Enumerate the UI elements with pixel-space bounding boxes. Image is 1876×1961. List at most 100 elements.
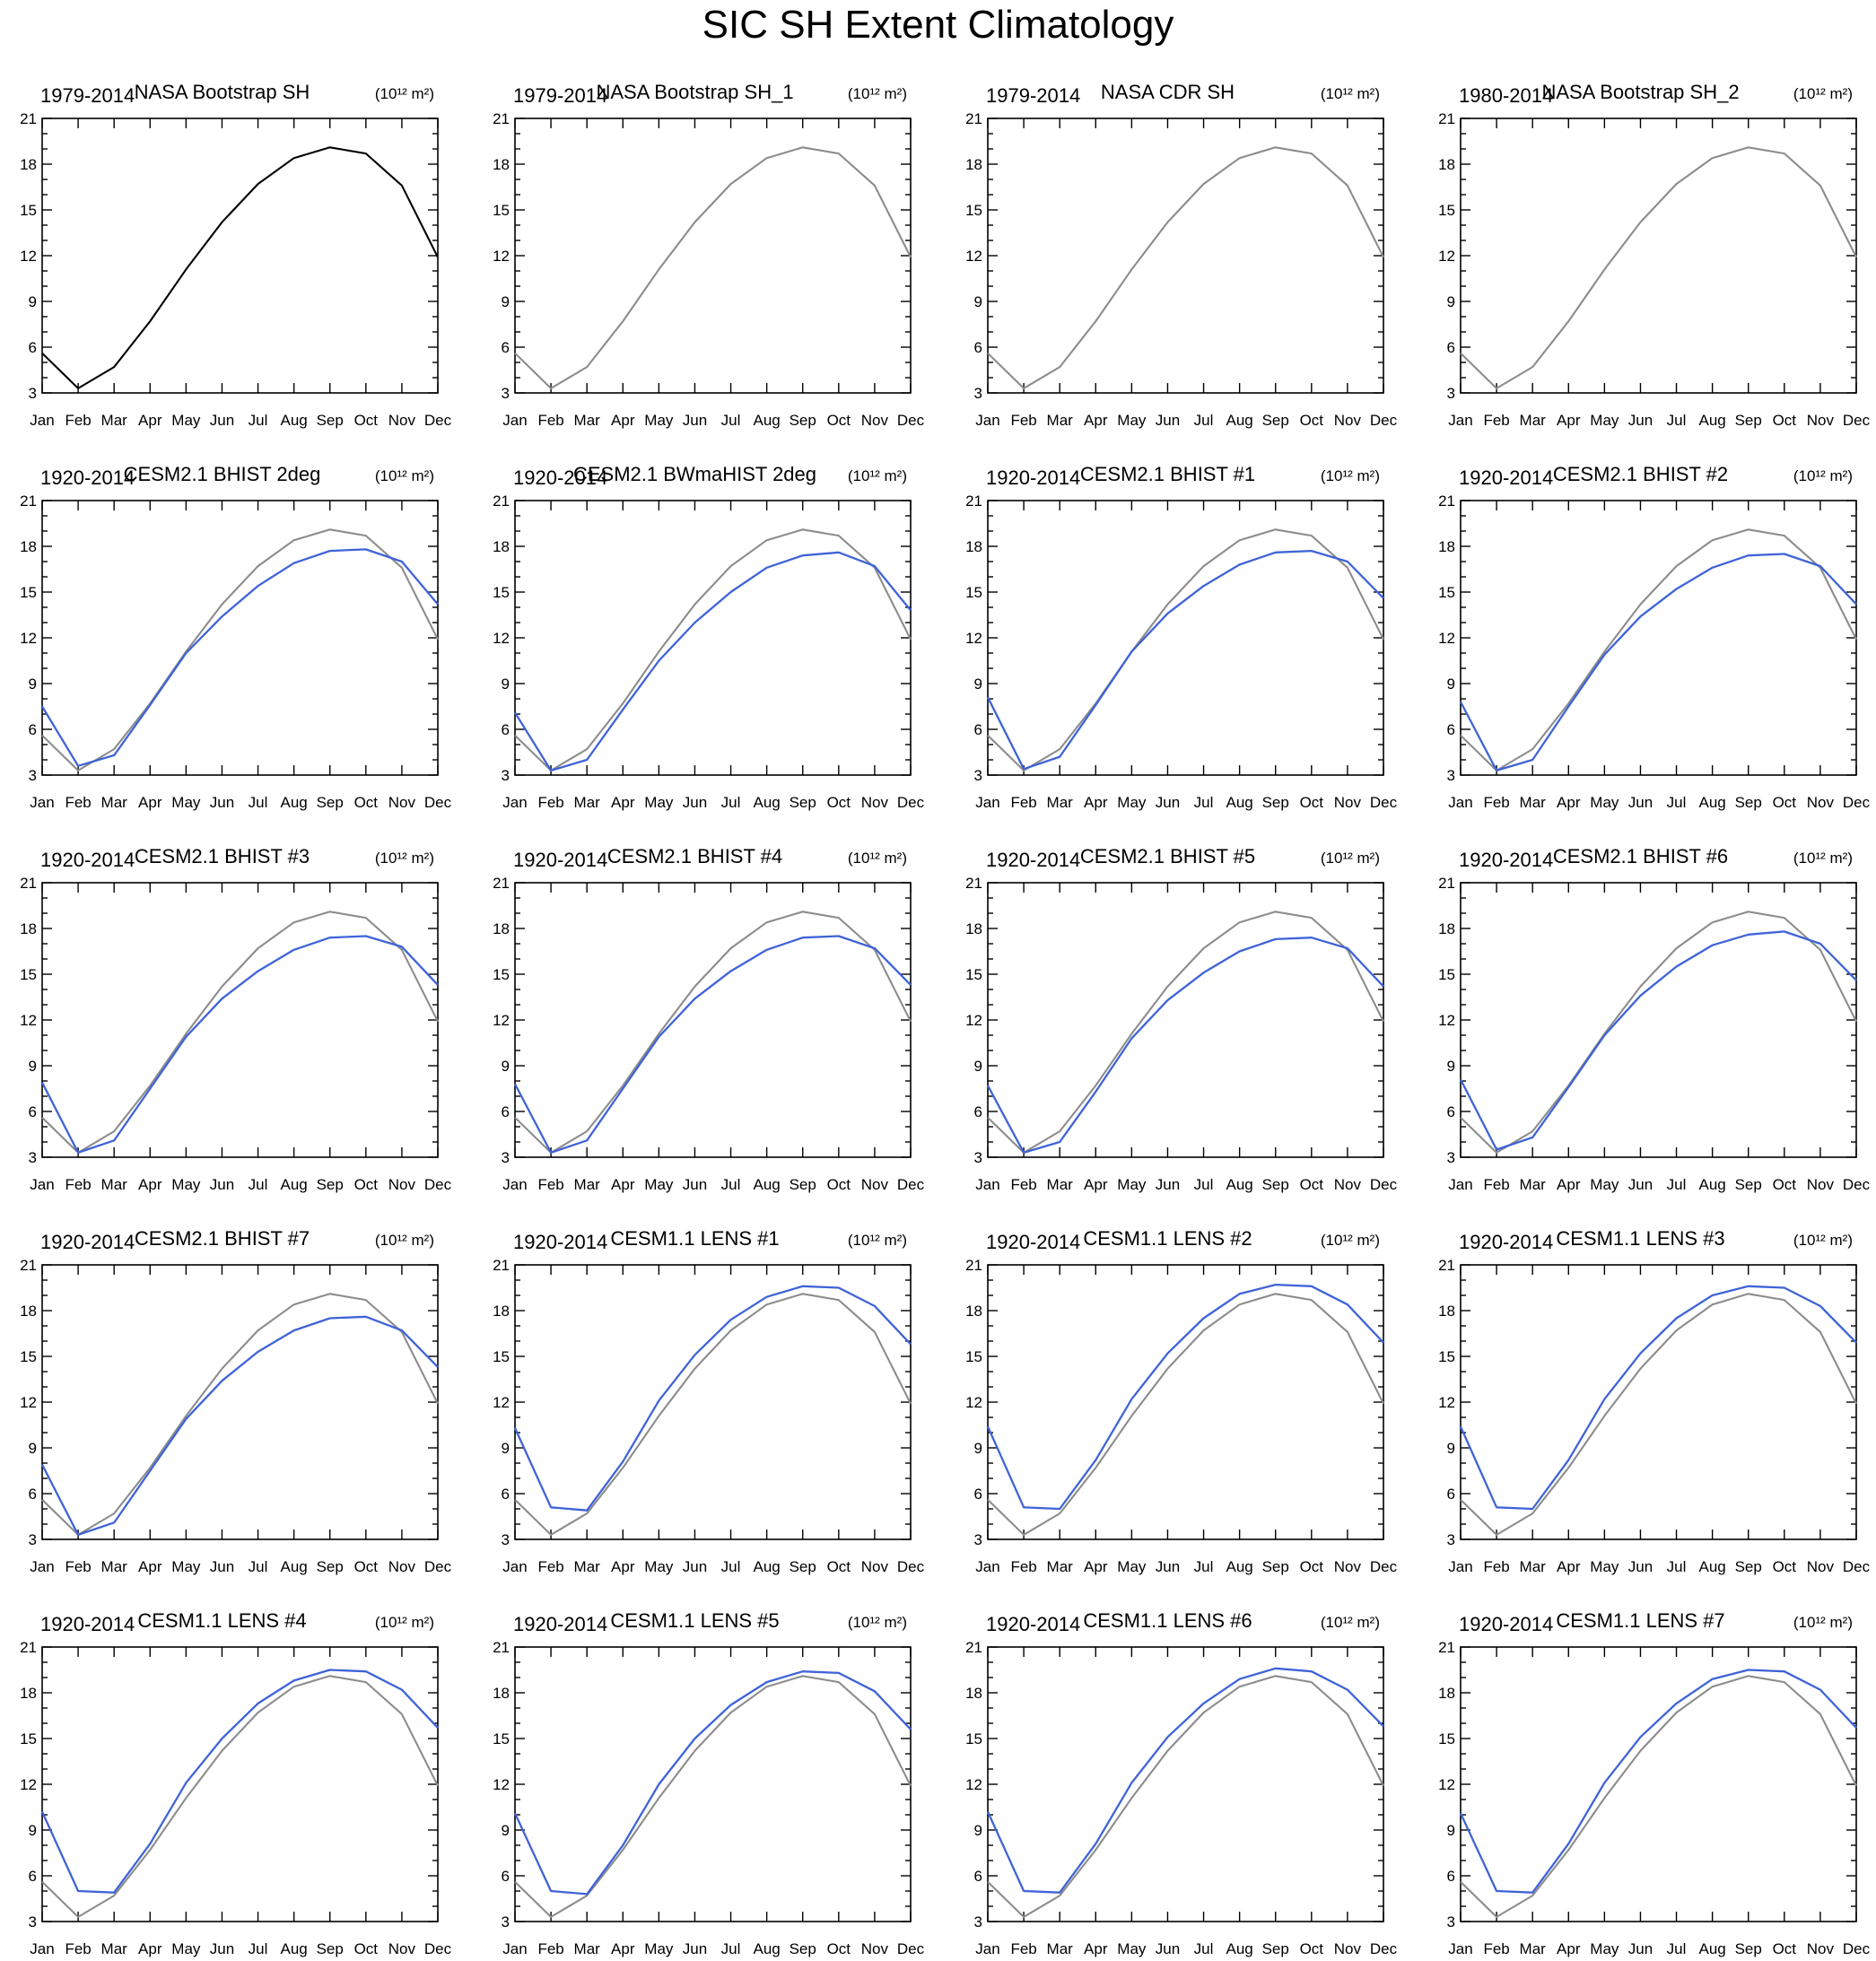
series-line-observed: [41, 146, 439, 389]
units-label: (10¹² m²): [1321, 467, 1380, 484]
x-tick-label: Jul: [721, 1940, 741, 1957]
x-tick-label: Apr: [1557, 1558, 1581, 1575]
panel-period: 1920-2014: [986, 1613, 1080, 1635]
x-tick-label: Jun: [210, 1558, 234, 1575]
x-tick-label: Apr: [611, 1940, 635, 1957]
y-tick-label: 21: [965, 492, 982, 510]
x-tick-label: Jul: [1667, 412, 1687, 429]
series-line-reference: [514, 911, 912, 1154]
x-tick-label: Apr: [1557, 1176, 1581, 1193]
y-tick-label: 18: [20, 538, 37, 555]
x-tick-label: Feb: [537, 1558, 563, 1575]
x-tick-label: Jul: [1667, 1558, 1687, 1575]
panel-6: 3 6 9 12 15 18 21 Jan Feb Mar Apr May Jun Jul Aug Sep Oc…: [493, 463, 925, 811]
x-tick-label: Jun: [210, 1176, 234, 1193]
x-tick-label: Mar: [1520, 1176, 1547, 1193]
y-tick-label: 6: [502, 339, 510, 356]
panel-16: 3 6 9 12 15 18 21 Jan Feb Mar Apr May Jun Jul Aug Sep Oc…: [1438, 1227, 1871, 1575]
y-tick-label: 12: [20, 1776, 37, 1793]
y-tick-label: 6: [29, 339, 37, 356]
x-tick-label: Dec: [897, 794, 925, 811]
y-tick-label: 21: [965, 1257, 982, 1274]
y-tick-label: 9: [29, 1440, 37, 1457]
x-tick-label: Jun: [1156, 1940, 1180, 1957]
x-tick-label: May: [171, 794, 201, 811]
x-tick-label: Aug: [1226, 412, 1253, 429]
x-tick-label: Dec: [1843, 1176, 1871, 1193]
y-tick-label: 3: [974, 1531, 982, 1548]
x-tick-label: Feb: [1483, 1940, 1509, 1957]
x-tick-label: Oct: [827, 1176, 851, 1193]
x-tick-label: Apr: [1084, 412, 1108, 429]
panel-period: 1920-2014: [513, 466, 607, 489]
x-tick-label: Jan: [30, 412, 54, 429]
panel-9: 3 6 9 12 15 18 21 Jan Feb Mar Apr May Jun Jul Aug Sep Oc…: [20, 845, 452, 1193]
panel-title: CESM2.1 BHIST #1: [1080, 463, 1255, 485]
x-tick-label: Oct: [354, 1176, 379, 1193]
panel-title: CESM1.1 LENS #5: [610, 1609, 779, 1632]
x-tick-label: Mar: [1520, 794, 1547, 811]
y-tick-label: 18: [965, 156, 982, 173]
x-tick-label: Jan: [1448, 1558, 1472, 1575]
x-tick-label: Apr: [1557, 794, 1581, 811]
y-tick-label: 15: [20, 1730, 37, 1747]
x-tick-label: Jun: [1628, 1558, 1653, 1575]
y-tick-label: 12: [965, 630, 982, 647]
panel-period: 1979-2014: [513, 84, 607, 107]
panel-title: CESM2.1 BHIST #3: [135, 845, 310, 867]
y-tick-label: 12: [493, 1776, 510, 1793]
y-tick-label: 12: [493, 630, 510, 647]
y-tick-label: 9: [502, 1822, 510, 1839]
panel-title: CESM2.1 BHIST #5: [1080, 845, 1255, 867]
y-tick-label: 18: [965, 538, 982, 555]
y-tick-label: 3: [29, 1913, 37, 1930]
y-tick-label: 6: [502, 721, 510, 738]
x-tick-label: Dec: [1843, 1558, 1871, 1575]
x-tick-label: Dec: [897, 1558, 925, 1575]
x-tick-label: Oct: [354, 1558, 379, 1575]
x-tick-label: Feb: [65, 1558, 91, 1575]
x-tick-label: Dec: [897, 1940, 925, 1957]
x-tick-label: Dec: [1370, 412, 1398, 429]
x-tick-label: Mar: [101, 1176, 128, 1193]
x-tick-label: Jul: [1667, 794, 1687, 811]
y-tick-label: 6: [974, 1486, 982, 1503]
x-tick-label: Mar: [101, 794, 128, 811]
plot-frame: [1460, 500, 1857, 776]
y-tick-label: 6: [974, 339, 982, 356]
panel-17: 3 6 9 12 15 18 21 Jan Feb Mar Apr May Jun Jul Aug Sep Oc…: [20, 1609, 452, 1957]
x-tick-label: Oct: [827, 1558, 851, 1575]
x-tick-label: May: [644, 1940, 674, 1957]
series-line-model: [1459, 1285, 1857, 1511]
x-tick-label: Nov: [1334, 794, 1362, 811]
panel-title: NASA CDR SH: [1101, 81, 1235, 103]
y-tick-label: 3: [974, 767, 982, 784]
y-tick-label: 3: [974, 1149, 982, 1166]
x-tick-label: Dec: [1370, 1940, 1398, 1957]
x-tick-label: Mar: [574, 1558, 601, 1575]
panel-title: CESM1.1 LENS #4: [137, 1609, 306, 1632]
x-tick-label: Apr: [138, 794, 162, 811]
y-tick-label: 18: [20, 920, 37, 937]
x-tick-label: May: [644, 412, 674, 429]
x-tick-label: Feb: [65, 794, 91, 811]
x-tick-label: May: [1117, 1558, 1147, 1575]
x-tick-label: May: [1590, 1940, 1619, 1957]
y-tick-label: 18: [20, 1685, 37, 1702]
panel-period: 1920-2014: [1459, 1613, 1553, 1635]
y-tick-label: 21: [493, 492, 510, 510]
x-tick-label: Jun: [683, 1940, 707, 1957]
x-tick-label: Feb: [1010, 794, 1036, 811]
x-tick-label: May: [1117, 1940, 1147, 1957]
panel-12: 3 6 9 12 15 18 21 Jan Feb Mar Apr May Jun Jul Aug Sep Oc…: [1438, 845, 1871, 1193]
series-line-reference: [1460, 1675, 1857, 1918]
x-tick-label: Aug: [281, 412, 308, 429]
series-line-reference: [987, 1675, 1384, 1918]
y-tick-label: 18: [493, 538, 510, 555]
panel-period: 1920-2014: [1459, 849, 1553, 871]
y-tick-label: 21: [493, 110, 510, 127]
x-tick-label: Apr: [611, 794, 635, 811]
figure-title: SIC SH Extent Climatology: [702, 3, 1174, 47]
y-tick-label: 15: [493, 584, 510, 601]
